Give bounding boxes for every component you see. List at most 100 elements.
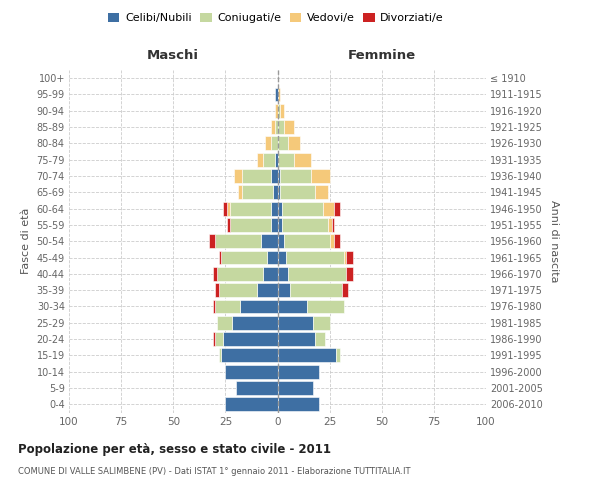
Bar	[334, 234, 340, 248]
Bar	[234, 169, 242, 183]
Bar	[277, 283, 290, 297]
Bar	[346, 250, 353, 264]
Bar	[277, 153, 294, 166]
Bar	[277, 218, 281, 232]
Bar	[288, 267, 346, 281]
Bar	[219, 348, 221, 362]
Bar	[311, 169, 329, 183]
Bar	[219, 250, 221, 264]
Bar	[294, 153, 311, 166]
Text: Maschi: Maschi	[147, 50, 199, 62]
Bar	[275, 153, 277, 166]
Bar	[274, 186, 277, 200]
Bar	[277, 234, 284, 248]
Bar	[265, 136, 271, 150]
Bar	[329, 234, 334, 248]
Bar	[213, 267, 217, 281]
Bar	[226, 398, 277, 411]
Bar	[313, 316, 329, 330]
Bar	[219, 283, 257, 297]
Bar	[223, 202, 227, 215]
Bar	[315, 332, 325, 346]
Bar	[336, 348, 340, 362]
Bar	[277, 136, 288, 150]
Y-axis label: Fasce di età: Fasce di età	[21, 208, 31, 274]
Bar	[281, 202, 323, 215]
Bar	[290, 283, 342, 297]
Bar	[280, 169, 311, 183]
Bar	[215, 283, 219, 297]
Bar	[277, 267, 288, 281]
Text: Popolazione per età, sesso e stato civile - 2011: Popolazione per età, sesso e stato civil…	[18, 442, 331, 456]
Bar	[288, 136, 301, 150]
Bar	[277, 332, 315, 346]
Bar	[227, 202, 230, 215]
Bar	[242, 186, 274, 200]
Bar	[277, 348, 336, 362]
Bar	[263, 153, 275, 166]
Bar	[323, 202, 334, 215]
Bar	[280, 104, 284, 118]
Bar	[213, 300, 215, 314]
Bar	[277, 169, 280, 183]
Bar	[238, 186, 242, 200]
Bar	[344, 250, 346, 264]
Bar	[271, 202, 277, 215]
Bar	[217, 267, 263, 281]
Bar	[277, 120, 284, 134]
Bar	[277, 202, 281, 215]
Bar	[342, 283, 349, 297]
Bar	[315, 186, 328, 200]
Bar	[215, 300, 240, 314]
Bar	[328, 218, 332, 232]
Bar	[226, 365, 277, 378]
Bar	[230, 218, 271, 232]
Bar	[263, 267, 277, 281]
Legend: Celibi/Nubili, Coniugati/e, Vedovi/e, Divorziati/e: Celibi/Nubili, Coniugati/e, Vedovi/e, Di…	[104, 8, 448, 28]
Bar	[267, 250, 277, 264]
Bar	[281, 218, 328, 232]
Bar	[277, 398, 319, 411]
Bar	[213, 332, 215, 346]
Bar	[221, 348, 277, 362]
Bar	[277, 365, 319, 378]
Bar	[215, 234, 261, 248]
Bar	[277, 316, 313, 330]
Bar	[284, 234, 329, 248]
Bar	[230, 202, 271, 215]
Bar	[240, 300, 277, 314]
Bar	[277, 250, 286, 264]
Bar	[209, 234, 215, 248]
Bar	[271, 218, 277, 232]
Bar	[332, 218, 334, 232]
Bar	[286, 250, 344, 264]
Bar	[277, 88, 280, 102]
Y-axis label: Anni di nascita: Anni di nascita	[548, 200, 559, 282]
Bar	[271, 169, 277, 183]
Bar	[261, 234, 277, 248]
Bar	[257, 153, 263, 166]
Text: COMUNE DI VALLE SALIMBENE (PV) - Dati ISTAT 1° gennaio 2011 - Elaborazione TUTTI: COMUNE DI VALLE SALIMBENE (PV) - Dati IS…	[18, 468, 410, 476]
Bar	[277, 186, 280, 200]
Bar	[275, 120, 277, 134]
Bar	[227, 218, 230, 232]
Bar	[277, 104, 280, 118]
Bar	[215, 332, 223, 346]
Text: Femmine: Femmine	[347, 50, 416, 62]
Bar	[221, 250, 267, 264]
Bar	[284, 120, 294, 134]
Bar	[271, 120, 275, 134]
Bar	[277, 300, 307, 314]
Bar	[277, 381, 313, 395]
Bar	[257, 283, 277, 297]
Bar	[236, 381, 277, 395]
Bar	[271, 136, 277, 150]
Bar	[242, 169, 271, 183]
Bar	[307, 300, 344, 314]
Bar	[346, 267, 353, 281]
Bar	[223, 332, 277, 346]
Bar	[275, 88, 277, 102]
Bar	[334, 202, 340, 215]
Bar	[280, 186, 315, 200]
Bar	[275, 104, 277, 118]
